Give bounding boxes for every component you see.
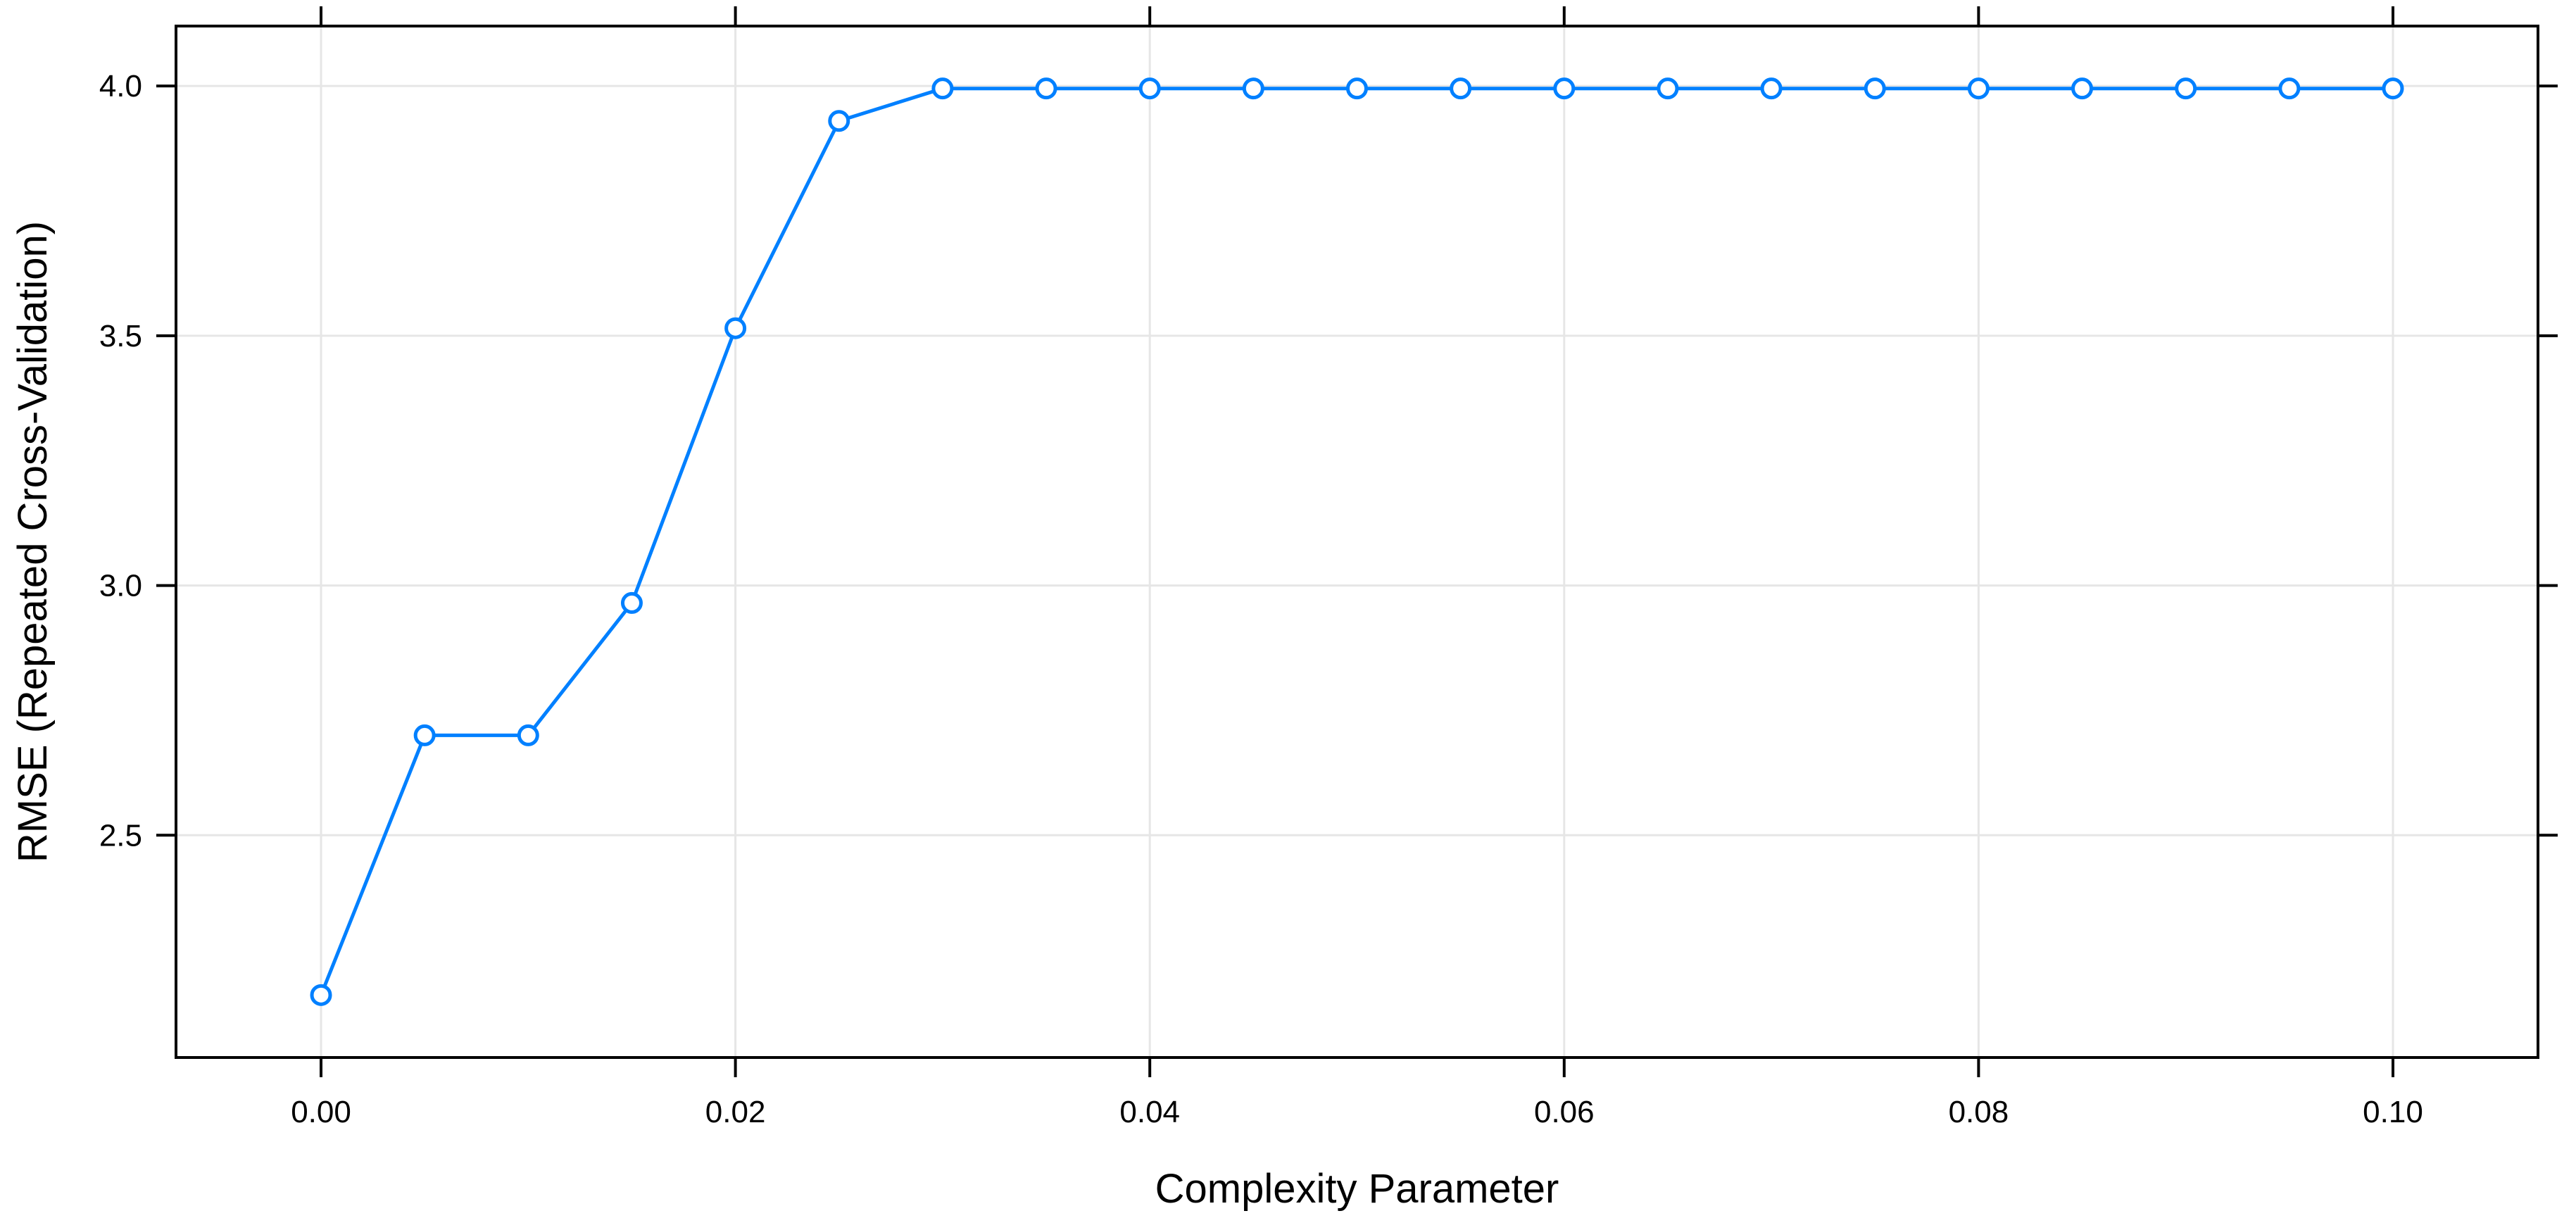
x-tick-label: 0.00 — [291, 1095, 351, 1129]
axis-ticks: 0.00 0.02 0.04 0.06 0.08 0.10 2.5 3.0 3.5 4.0 — [99, 6, 2558, 1129]
x-tick-label: 0.02 — [705, 1095, 766, 1129]
data-point — [1760, 77, 1783, 100]
y-tick-label: 3.0 — [99, 569, 142, 603]
y-tick-label: 3.5 — [99, 319, 142, 353]
y-tick-label: 2.5 — [99, 818, 142, 853]
data-point — [413, 724, 436, 746]
data-point — [828, 110, 850, 132]
data-point — [724, 317, 747, 339]
y-tick-label: 4.0 — [99, 69, 142, 103]
data-point — [2071, 77, 2094, 100]
data-point — [1864, 77, 1886, 100]
data-point — [1657, 77, 1679, 100]
x-axis-title: Complexity Parameter — [1155, 1166, 1559, 1212]
data-point — [1242, 77, 1264, 100]
data-point — [2278, 77, 2301, 100]
data-point — [1553, 77, 1576, 100]
series-line — [319, 87, 2393, 996]
plot-frame — [175, 25, 2539, 1059]
grid-lines — [176, 26, 2538, 1058]
x-tick-label: 0.08 — [1949, 1095, 2009, 1129]
data-point — [1450, 77, 1472, 100]
x-tick-label: 0.06 — [1534, 1095, 1595, 1129]
data-point — [517, 724, 539, 746]
data-point — [2382, 77, 2404, 100]
data-point — [620, 591, 643, 614]
data-point — [310, 984, 332, 1006]
data-point — [2175, 77, 2197, 100]
y-axis-title: RMSE (Repeated Cross-Validation) — [10, 221, 56, 862]
data-point — [931, 77, 954, 100]
data-point — [1138, 77, 1161, 100]
series-layer — [310, 77, 2404, 1006]
x-tick-label: 0.10 — [2363, 1095, 2423, 1129]
x-tick-label: 0.04 — [1119, 1095, 1180, 1129]
data-point — [1035, 77, 1057, 100]
data-point — [1967, 77, 1990, 100]
data-point — [1346, 77, 1368, 100]
